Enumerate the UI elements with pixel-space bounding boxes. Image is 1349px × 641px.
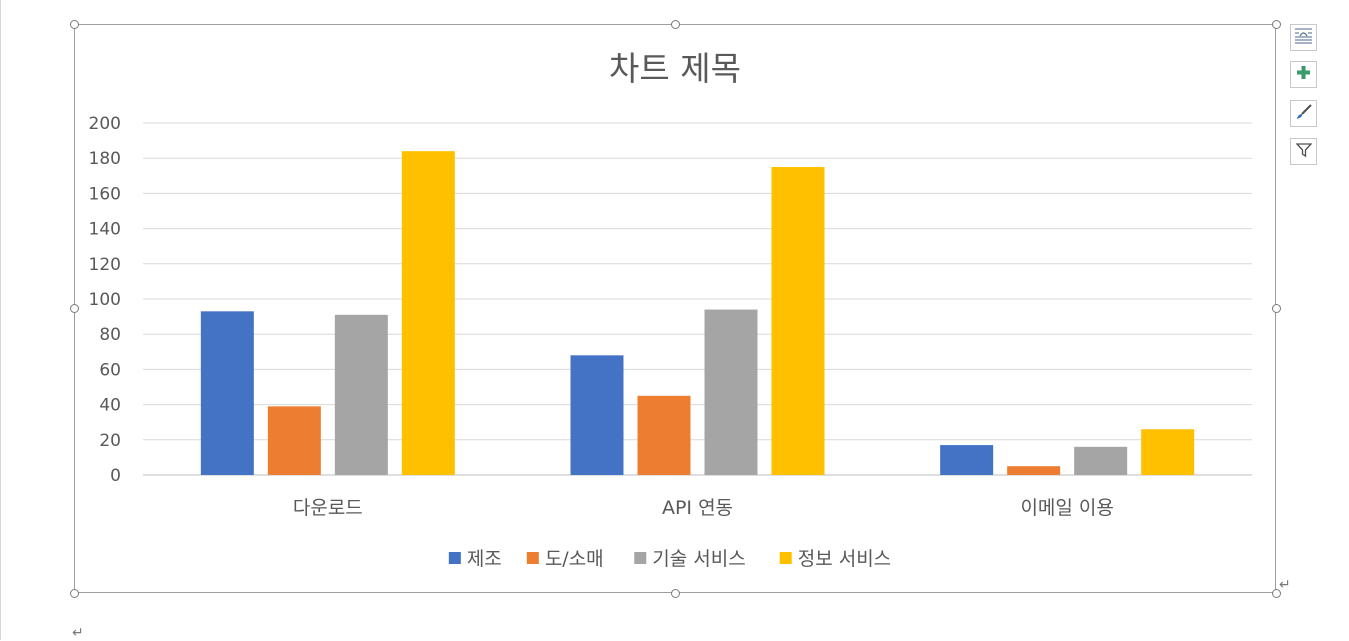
resize-handle-top-right[interactable] bbox=[1272, 20, 1281, 29]
bar[interactable] bbox=[1007, 466, 1061, 475]
y-axis-tick-labels: 0 20 40 60 80 100 120 140 160 180 200 bbox=[89, 114, 121, 486]
y-tick-label: 40 bbox=[99, 396, 121, 416]
bar[interactable] bbox=[637, 395, 691, 475]
bar[interactable] bbox=[1074, 446, 1128, 475]
x-category-label: 이메일 이용 bbox=[1020, 497, 1113, 519]
bar[interactable] bbox=[267, 406, 321, 475]
y-tick-label: 100 bbox=[89, 290, 121, 310]
y-tick-label: 200 bbox=[89, 114, 121, 134]
bar[interactable] bbox=[200, 311, 254, 475]
resize-handle-bottom-center[interactable] bbox=[671, 589, 680, 598]
resize-handle-top-left[interactable] bbox=[70, 20, 79, 29]
gridlines bbox=[143, 122, 1252, 476]
resize-handle-bottom-right[interactable] bbox=[1272, 589, 1281, 598]
legend-swatch bbox=[526, 552, 539, 564]
y-tick-label: 80 bbox=[99, 325, 121, 345]
y-tick-label: 180 bbox=[89, 149, 121, 169]
y-tick-label: 60 bbox=[99, 360, 121, 380]
resize-handle-top-center[interactable] bbox=[671, 20, 680, 29]
legend[interactable]: 제조 도/소매 기술 서비스 정보 서비스 bbox=[448, 548, 891, 570]
x-category-label: 다운로드 bbox=[293, 497, 363, 519]
chart-filters-button[interactable] bbox=[1290, 138, 1317, 165]
chart-filters-funnel-icon bbox=[1295, 142, 1312, 162]
page-edge bbox=[0, 0, 1, 640]
resize-handle-bottom-left[interactable] bbox=[70, 589, 79, 598]
paragraph-mark: ↵ bbox=[72, 625, 84, 641]
bar[interactable] bbox=[1141, 429, 1195, 475]
resize-handle-middle-left[interactable] bbox=[70, 304, 79, 313]
bar[interactable] bbox=[704, 309, 758, 475]
chart-styles-brush-icon bbox=[1295, 103, 1313, 125]
bars[interactable] bbox=[200, 151, 1195, 475]
bar[interactable] bbox=[771, 167, 825, 475]
bar[interactable] bbox=[334, 314, 388, 475]
y-tick-label: 160 bbox=[89, 184, 121, 204]
x-axis-category-labels: 다운로드 API 연동 이메일 이용 bbox=[293, 497, 1114, 519]
legend-swatch bbox=[448, 552, 461, 564]
legend-entry-label[interactable]: 도/소매 bbox=[545, 548, 604, 570]
chart-elements-button[interactable] bbox=[1290, 61, 1317, 88]
bar[interactable] bbox=[401, 151, 455, 475]
bar[interactable] bbox=[940, 445, 994, 475]
layout-options-icon bbox=[1294, 27, 1313, 48]
y-tick-label: 120 bbox=[89, 255, 121, 275]
y-tick-label: 140 bbox=[89, 220, 121, 240]
paragraph-mark: ↵ bbox=[1279, 577, 1291, 593]
legend-entry-label[interactable]: 제조 bbox=[467, 548, 502, 570]
legend-entry-label[interactable]: 기술 서비스 bbox=[652, 548, 745, 570]
chart-styles-button[interactable] bbox=[1290, 100, 1317, 127]
bar[interactable] bbox=[570, 355, 624, 475]
y-tick-label: 20 bbox=[99, 431, 121, 451]
x-category-label: API 연동 bbox=[662, 497, 733, 519]
y-tick-label: 0 bbox=[110, 466, 121, 486]
legend-swatch bbox=[779, 552, 792, 564]
layout-options-button[interactable] bbox=[1290, 24, 1317, 51]
chart-title[interactable]: 차트 제목 bbox=[609, 49, 741, 88]
chart-elements-plus-icon bbox=[1296, 65, 1311, 84]
resize-handle-middle-right[interactable] bbox=[1272, 304, 1281, 313]
legend-entry-label[interactable]: 정보 서비스 bbox=[798, 548, 891, 570]
legend-swatch bbox=[634, 552, 647, 564]
